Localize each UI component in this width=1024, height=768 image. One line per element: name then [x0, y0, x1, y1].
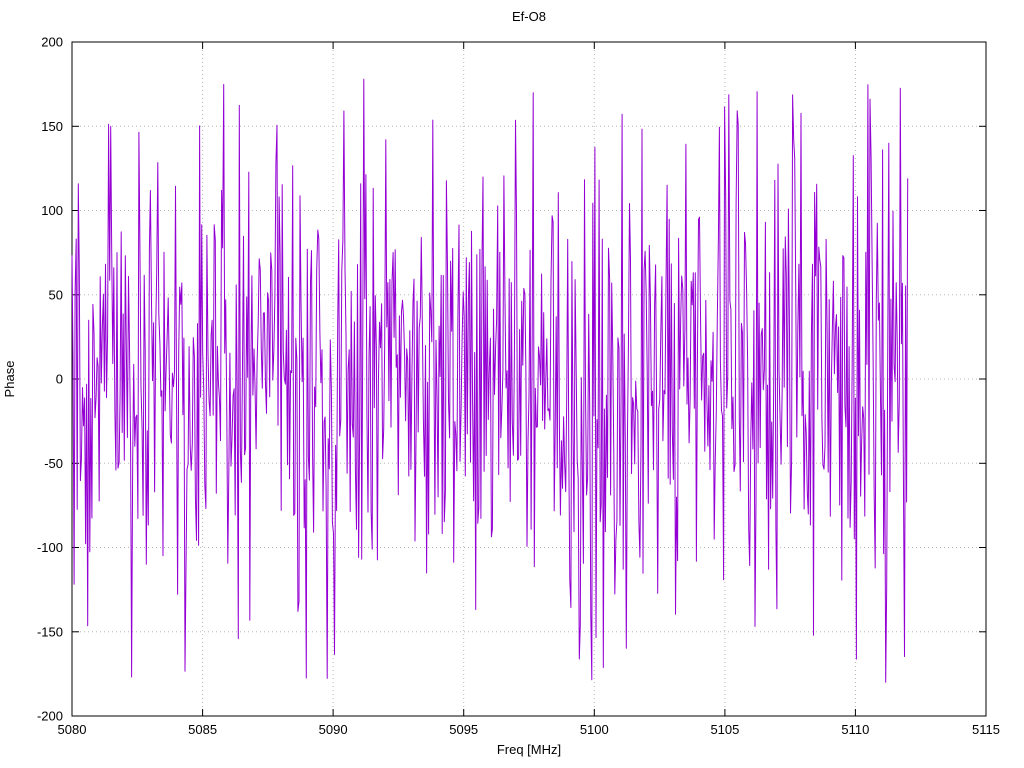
x-axis-label: Freq [MHz] — [497, 742, 561, 757]
y-tick-label: -200 — [37, 709, 63, 724]
y-tick-label: -50 — [44, 456, 63, 471]
x-tick-label: 5090 — [319, 722, 348, 737]
x-tick-label: 5110 — [841, 722, 869, 737]
x-tick-label: 5085 — [188, 722, 217, 737]
y-tick-label: 0 — [56, 372, 63, 387]
x-tick-label: 5105 — [710, 722, 739, 737]
y-tick-label: -150 — [37, 624, 63, 639]
phase-trace — [71, 78, 909, 683]
x-tick-label: 5100 — [580, 722, 609, 737]
trace-layer — [71, 78, 909, 683]
chart-title: Ef-O8 — [512, 9, 546, 24]
x-tick-label: 5115 — [972, 722, 1000, 737]
x-tick-label: 5095 — [449, 722, 478, 737]
y-tick-label: 100 — [41, 203, 63, 218]
y-axis-label: Phase — [2, 361, 17, 398]
label-layer: Ef-O8 Freq [MHz] Phase — [2, 9, 561, 757]
y-tick-label: 50 — [49, 287, 63, 302]
y-tick-label: -100 — [37, 540, 63, 555]
x-tick-label: 5080 — [58, 722, 87, 737]
y-tick-label: 150 — [41, 119, 63, 134]
y-tick-label: 200 — [41, 35, 63, 50]
tick-layer: 5080 5085 5090 5095 5100 5105 5110 5115 -200 -150… — [37, 35, 1000, 738]
